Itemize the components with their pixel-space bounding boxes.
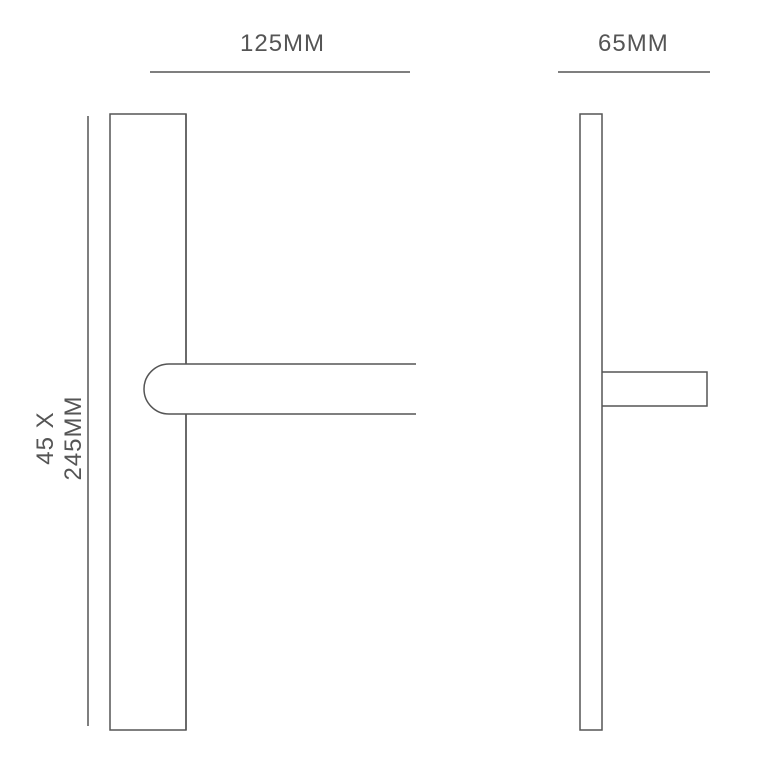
technical-drawing-svg bbox=[0, 0, 768, 768]
